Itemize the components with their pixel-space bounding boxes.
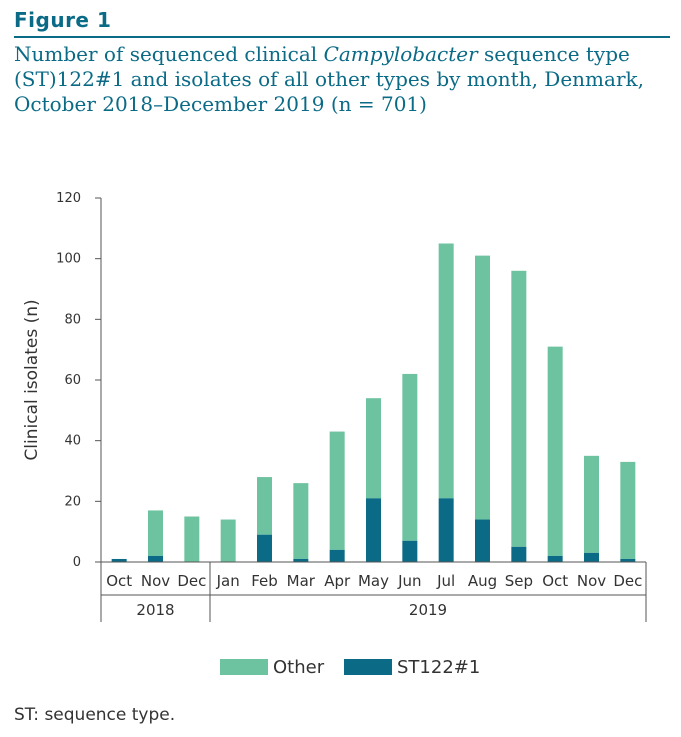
bar-other [293, 483, 309, 559]
bar-st122 [257, 534, 272, 562]
title-part-italic: Campylobacter [323, 42, 478, 66]
title-part-c: sequence type (ST)122#1 and isolates of … [14, 42, 644, 116]
x-tick-label: Jan [216, 572, 240, 590]
bar-st122 [584, 552, 599, 562]
bar-other [402, 373, 418, 541]
y-tick-label: 20 [64, 494, 81, 509]
bar-other [547, 346, 563, 556]
x-tick-label: Jul [436, 572, 455, 590]
x-tick-label: May [358, 572, 389, 590]
bar-st122 [366, 498, 381, 562]
x-tick-label: Dec [613, 572, 642, 590]
x-tick-label: Sep [505, 572, 533, 590]
bar-other [438, 243, 454, 499]
y-tick-label: 120 [56, 191, 81, 206]
x-tick-label: Nov [577, 572, 606, 590]
bar-st122 [511, 546, 527, 562]
y-tick-label: 0 [73, 555, 81, 570]
bar-st122 [329, 549, 345, 562]
figure-label: Figure 1 [14, 8, 112, 32]
x-tick-label: Oct [106, 572, 132, 590]
x-tick-label: Dec [177, 572, 206, 590]
footnote: ST: sequence type. [14, 705, 176, 725]
bar-other [257, 477, 272, 535]
bar-st122 [402, 540, 418, 562]
x-tick-label: Feb [251, 572, 278, 590]
bar-other [620, 461, 636, 559]
bar-other [329, 431, 345, 550]
y-axis-label: Clinical isolates (n) [22, 299, 42, 460]
figure-title: Number of sequenced clinical Campylobact… [14, 42, 664, 117]
bar-other [148, 510, 163, 556]
bar-st122 [475, 519, 490, 562]
x-tick-label: Nov [141, 572, 170, 590]
bar-st122 [547, 555, 563, 562]
bar-other [220, 519, 236, 562]
y-tick-label: 80 [64, 312, 81, 327]
title-rule [14, 36, 670, 38]
legend-label-other: Other [273, 657, 325, 678]
bar-other [184, 516, 200, 562]
bar-other [511, 270, 527, 547]
y-tick-label: 100 [56, 252, 81, 267]
bar-st122 [111, 558, 127, 562]
bar-st122 [148, 555, 163, 562]
bar-other [366, 398, 381, 499]
x-tick-label: Mar [287, 572, 316, 590]
bar-st122 [620, 558, 636, 562]
chart: 0 20 40 60 80 100 120 Clinical isolates (n) Oct N… [22, 191, 647, 678]
legend-swatch-other [220, 659, 268, 675]
x-tick-label: Jun [397, 572, 421, 590]
x-tick-label: Aug [468, 572, 497, 590]
bar-other [475, 255, 490, 520]
legend-label-st122: ST122#1 [397, 657, 480, 678]
x-group-label: 2019 [409, 601, 447, 619]
bar-other [584, 455, 599, 553]
y-tick-label: 60 [64, 373, 81, 388]
bar-st122 [438, 498, 454, 562]
x-tick-label: Apr [324, 572, 351, 590]
y-tick-label: 40 [64, 434, 81, 449]
bar-st122 [293, 558, 309, 562]
x-group-label: 2018 [136, 601, 174, 619]
legend-swatch-st122 [344, 659, 392, 675]
x-tick-label: Oct [542, 572, 568, 590]
title-part-a: Number of sequenced clinical [14, 42, 324, 66]
